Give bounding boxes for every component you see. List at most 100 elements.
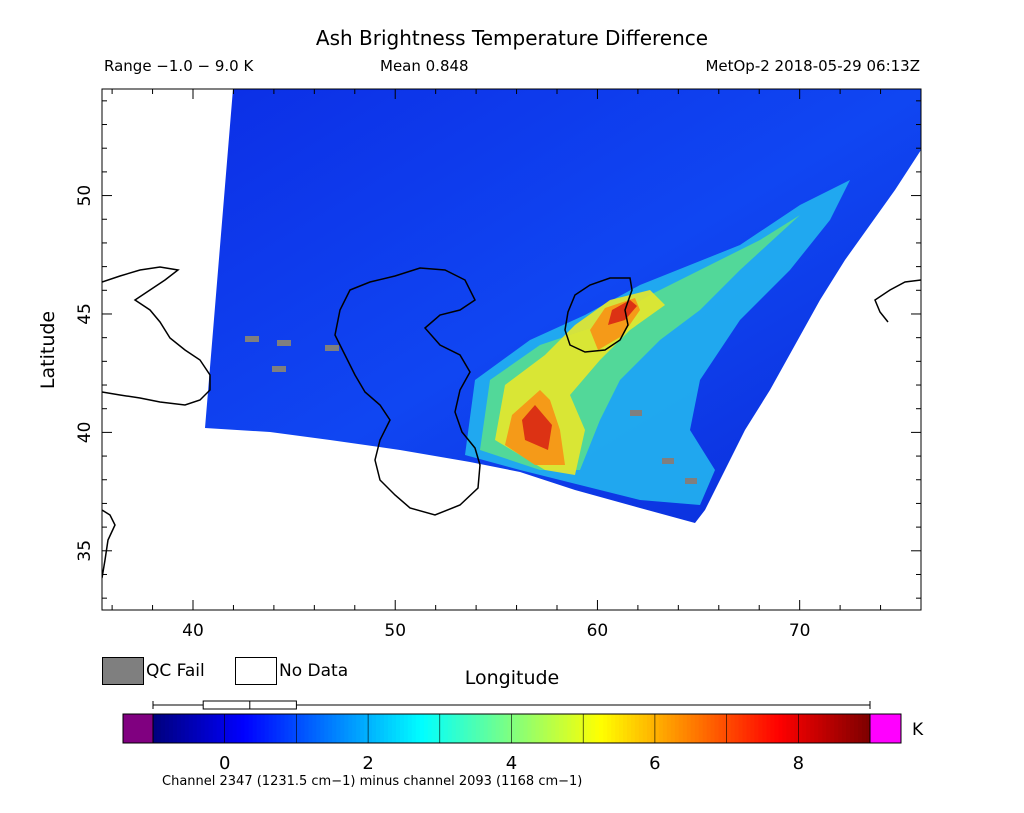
- colorbar-step: [559, 714, 564, 743]
- colorbar-step: [280, 714, 286, 743]
- colorbar-step: [188, 714, 194, 743]
- colorbar-step: [842, 714, 847, 743]
- colorbar-step: [666, 714, 672, 743]
- colorbar-step: [678, 714, 684, 743]
- colorbar-step: [184, 714, 190, 743]
- colorbar-step: [591, 714, 596, 743]
- colorbar-step: [762, 714, 768, 743]
- colorbar-step: [694, 714, 700, 743]
- colorbar-step: [790, 714, 795, 743]
- colorbar-step: [483, 714, 489, 743]
- colorbar-step: [236, 714, 242, 743]
- colorbar-step: [216, 714, 222, 743]
- chart-title: Ash Brightness Temperature Difference: [315, 26, 709, 50]
- no-data-swatch: [235, 657, 277, 685]
- colorbar-step: [388, 714, 393, 743]
- qc-fail-pixel: [272, 366, 286, 372]
- colorbar-step: [814, 714, 819, 743]
- colorbar-step: [862, 714, 867, 743]
- colorbar-step: [770, 714, 775, 743]
- range-text: Range −1.0 − 9.0 K: [104, 57, 254, 75]
- colorbar-step: [746, 714, 752, 743]
- colorbar-step: [547, 714, 552, 743]
- colorbar-step: [702, 714, 708, 743]
- colorbar: 0 2 4 6 8: [122, 713, 902, 774]
- colorbar-step: [722, 714, 728, 743]
- x-tick-label: 50: [384, 621, 406, 641]
- colorbar-step: [710, 714, 716, 743]
- qc-fail-pixel: [630, 410, 642, 416]
- colorbar-step: [623, 714, 628, 743]
- colorbar-step: [340, 714, 345, 743]
- qc-fail-label: QC Fail: [146, 661, 205, 681]
- colorbar-step: [571, 714, 576, 743]
- colorbar-step: [288, 714, 294, 743]
- colorbar-step: [372, 714, 377, 743]
- colorbar-step: [180, 714, 186, 743]
- colorbar-step: [631, 714, 636, 743]
- colorbar-step: [742, 714, 748, 743]
- colorbar-step: [642, 714, 648, 743]
- colorbar-step: [750, 714, 756, 743]
- colorbar-tick-label: 0: [219, 753, 230, 774]
- colorbar-step: [439, 714, 445, 743]
- colorbar-step: [822, 714, 827, 743]
- colorbar-step: [850, 714, 855, 743]
- balkhash-coast: [874, 279, 921, 323]
- colorbar-step: [798, 714, 803, 743]
- colorbar-step: [256, 714, 262, 743]
- x-tick-label: 60: [587, 621, 609, 641]
- colorbar-step: [583, 714, 588, 743]
- colorbar-step: [176, 714, 182, 743]
- colorbar-step: [455, 714, 461, 743]
- colorbar-step: [662, 714, 668, 743]
- colorbar-step: [260, 714, 266, 743]
- colorbar-step: [766, 714, 772, 743]
- colorbar-step: [595, 714, 600, 743]
- west-edge-coast: [102, 509, 116, 579]
- colorbar-step: [403, 714, 409, 743]
- colorbar-step: [734, 714, 740, 743]
- colorbar-step: [380, 714, 385, 743]
- colorbar-step: [276, 714, 282, 743]
- colorbar-step: [360, 714, 365, 743]
- colorbar-step: [698, 714, 704, 743]
- x-axis-label: Longitude: [465, 667, 560, 689]
- colorbar-step: [392, 714, 397, 743]
- colorbar-step: [654, 714, 660, 743]
- colorbar-tick-label: 2: [362, 753, 373, 774]
- colorbar-step: [519, 714, 525, 743]
- colorbar-step: [232, 714, 238, 743]
- colorbar-step: [447, 714, 453, 743]
- qc-fail-pixel: [662, 458, 674, 464]
- colorbar-step: [407, 714, 413, 743]
- colorbar-step: [368, 714, 373, 743]
- colorbar-step: [459, 714, 465, 743]
- colorbar-step: [634, 714, 640, 743]
- x-tick-label: 40: [182, 621, 204, 641]
- colorbar-step: [866, 714, 871, 743]
- colorbar-step: [714, 714, 720, 743]
- colorbar-step: [352, 714, 357, 743]
- colorbar-step: [316, 714, 321, 743]
- colorbar-step: [463, 714, 469, 743]
- colorbar-step: [782, 714, 787, 743]
- colorbar-step: [153, 714, 158, 743]
- y-axis-ticks: 35 40 45 50: [75, 100, 921, 599]
- colorbar-step: [738, 714, 744, 743]
- colorbar-step: [248, 714, 254, 743]
- colorbar-step: [495, 714, 501, 743]
- colorbar-step: [467, 714, 473, 743]
- colorbar-step: [575, 714, 580, 743]
- colorbar-step: [204, 714, 210, 743]
- colorbar-step: [395, 714, 401, 743]
- colorbar-step: [479, 714, 485, 743]
- colorbar-tick-label: 8: [793, 753, 804, 774]
- colorbar-tick-label: 4: [506, 753, 517, 774]
- colorbar-step: [348, 714, 353, 743]
- aral-sea-coast: [564, 277, 633, 353]
- colorbar-step: [603, 714, 608, 743]
- colorbar-step: [272, 714, 278, 743]
- y-tick-label: 35: [75, 540, 95, 562]
